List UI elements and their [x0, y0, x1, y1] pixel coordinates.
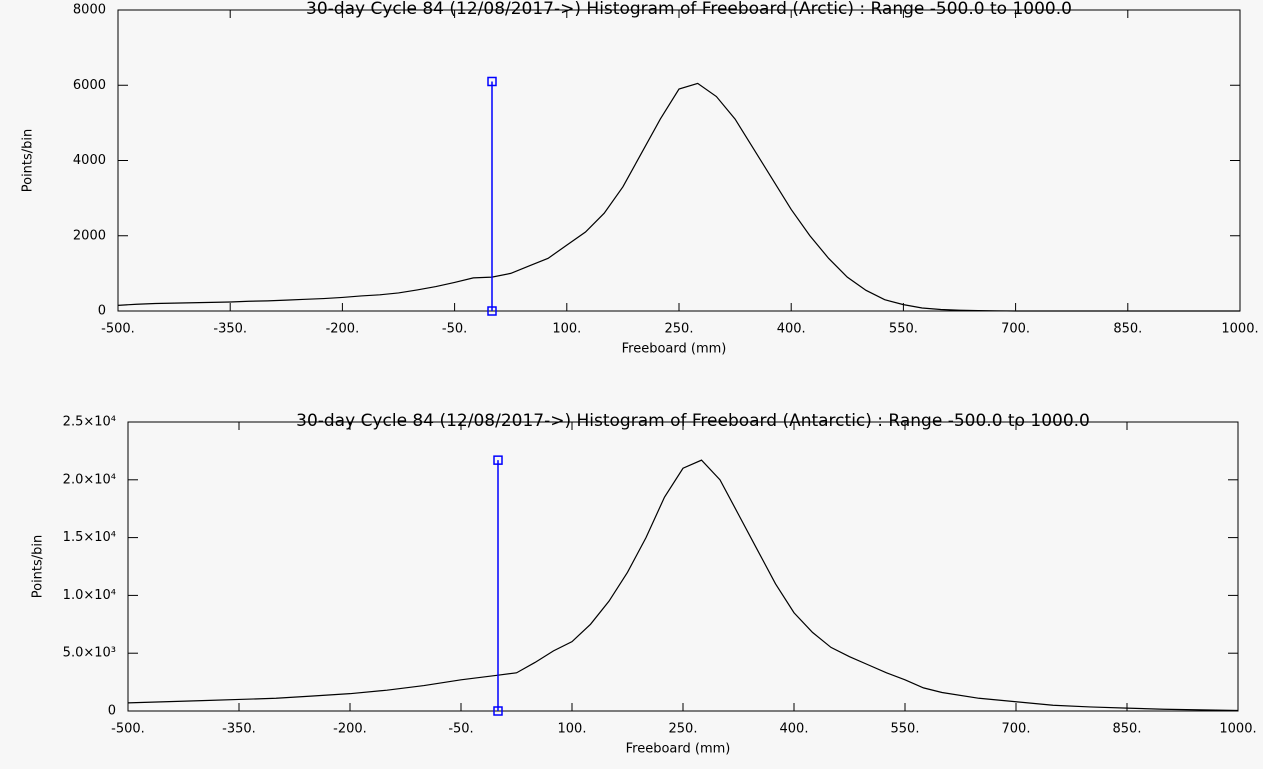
- x-tick-label: 1000.: [1221, 322, 1258, 337]
- x-tick-label: 100.: [558, 722, 587, 737]
- marker-square: [493, 455, 503, 465]
- x-tick-label: -200.: [333, 722, 367, 737]
- x-tick-label: 250.: [669, 722, 698, 737]
- x-tick-label: -50.: [448, 722, 473, 737]
- marker-square: [487, 76, 497, 87]
- x-tick-label: 400.: [780, 722, 809, 737]
- x-tick-label: 400.: [777, 322, 806, 337]
- x-tick-label: -350.: [213, 322, 247, 337]
- x-tick-label: 1000.: [1219, 722, 1256, 737]
- y-tick-label: 2.5×10⁴: [63, 415, 116, 430]
- x-tick-label: 700.: [1001, 322, 1030, 337]
- x-tick-label: 550.: [891, 722, 920, 737]
- x-tick-label: -500.: [101, 322, 135, 337]
- x-tick-label: -200.: [326, 322, 360, 337]
- y-tick-label: 4000: [73, 153, 106, 168]
- x-tick-label: 550.: [889, 322, 918, 337]
- y-tick-label: 0: [108, 704, 116, 719]
- marker-square: [493, 706, 503, 716]
- histogram-line: [117, 82, 1240, 312]
- x-tick-label: -350.: [222, 722, 256, 737]
- x-tick-label: 700.: [1002, 722, 1031, 737]
- y-tick-label: 2.0×10⁴: [63, 472, 116, 487]
- x-tick-label: -500.: [111, 722, 145, 737]
- y-tick-label: 5.0×10³: [63, 646, 116, 661]
- y-tick-label: 8000: [73, 3, 106, 18]
- x-tick-label: -50.: [442, 322, 467, 337]
- y-tick-label: 1.0×10⁴: [63, 588, 116, 603]
- plot-frame: [127, 421, 1239, 712]
- y-axis-label: Points/bin: [31, 535, 46, 599]
- y-tick-label: 6000: [73, 78, 106, 93]
- y-tick-label: 2000: [73, 228, 106, 243]
- marker-square: [487, 306, 497, 316]
- histogram-line: [127, 459, 1239, 712]
- plot-frame: [117, 9, 1241, 312]
- y-tick-label: 1.5×10⁴: [63, 530, 116, 545]
- x-tick-label: 250.: [665, 322, 694, 337]
- y-tick-label: 0: [98, 304, 106, 319]
- y-axis-label: Points/bin: [21, 129, 36, 193]
- x-tick-label: 850.: [1113, 322, 1142, 337]
- chart-title: 30-day Cycle 84 (12/08/2017->) Histogram…: [296, 411, 1090, 431]
- x-tick-label: 850.: [1113, 722, 1142, 737]
- x-tick-label: 100.: [552, 322, 581, 337]
- x-axis-label: Freeboard (mm): [626, 742, 731, 757]
- chart-title: 30-day Cycle 84 (12/08/2017->) Histogram…: [306, 0, 1072, 19]
- x-axis-label: Freeboard (mm): [622, 342, 727, 357]
